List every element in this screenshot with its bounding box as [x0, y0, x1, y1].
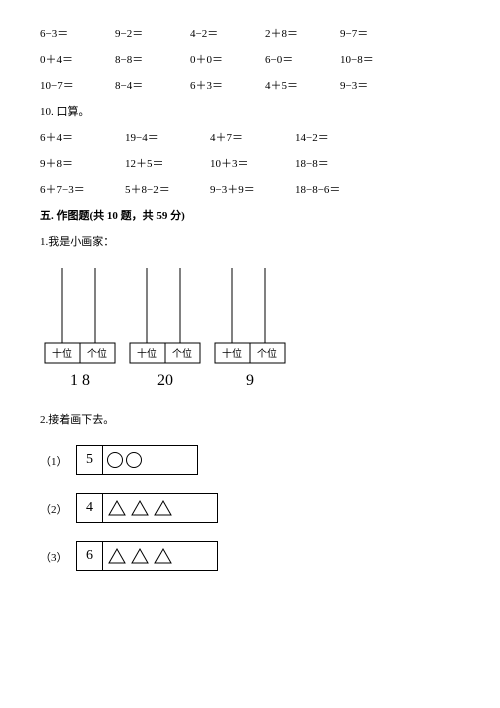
- pattern-label: （2）: [40, 493, 76, 517]
- eq-row: 9＋8＝ 12＋5＝ 10＋3＝ 18−8＝: [40, 155, 460, 171]
- equation-block-2: 6＋4＝ 19−4＝ 4＋7＝ 14−2＝ 9＋8＝ 12＋5＝ 10＋3＝ 1…: [40, 129, 460, 197]
- triangle-icon: [107, 547, 127, 565]
- triangle-icon: [153, 547, 173, 565]
- eq-cell: 6−3＝: [40, 25, 115, 41]
- eq-cell: 0＋4＝: [40, 51, 115, 67]
- eq-cell: 9−2＝: [115, 25, 190, 41]
- eq-cell: 14−2＝: [295, 129, 380, 145]
- question-1-title: 1.我是小画家：: [40, 233, 460, 249]
- pattern-label: （3）: [40, 541, 76, 565]
- eq-row: 6＋4＝ 19−4＝ 4＋7＝ 14−2＝: [40, 129, 460, 145]
- place-label: 个位: [87, 347, 107, 360]
- eq-cell: 18−8−6＝: [295, 181, 380, 197]
- eq-cell: 9−3＋9＝: [210, 181, 295, 197]
- eq-cell: 5＋8−2＝: [125, 181, 210, 197]
- painter-svg: 十位 个位 十位 个位 十位 个位 1 8 20 9: [40, 263, 340, 393]
- place-label: 十位: [222, 347, 242, 360]
- pattern-number: 6: [77, 542, 103, 570]
- place-label: 十位: [52, 347, 72, 360]
- pattern-number: 5: [77, 446, 103, 474]
- triangle-icon: [153, 499, 173, 517]
- equation-block-1: 6−3＝ 9−2＝ 4−2＝ 2＋8＝ 9−7＝ 0＋4＝ 8−8＝ 0＋0＝ …: [40, 25, 460, 93]
- circle-icon: [107, 452, 123, 468]
- eq-cell: 9−7＝: [340, 25, 415, 41]
- question-2-title: 2.接着画下去。: [40, 411, 460, 427]
- line-10: 10. 口算。: [40, 103, 460, 119]
- painter-number: 1 8: [70, 372, 90, 389]
- triangle-icon: [107, 499, 127, 517]
- eq-row: 0＋4＝ 8−8＝ 0＋0＝ 6−0＝ 10−8＝: [40, 51, 460, 67]
- eq-row: 6＋7−3＝ 5＋8−2＝ 9−3＋9＝ 18−8−6＝: [40, 181, 460, 197]
- pattern-box: 6: [76, 541, 218, 571]
- pattern-list: （1）5（2）4（3）6: [40, 445, 460, 571]
- eq-cell: 19−4＝: [125, 129, 210, 145]
- eq-cell: 6−0＝: [265, 51, 340, 67]
- section-5-title: 五. 作图题(共 10 题，共 59 分): [40, 207, 460, 223]
- eq-cell: 8−8＝: [115, 51, 190, 67]
- eq-cell: 4＋5＝: [265, 77, 340, 93]
- eq-cell: 2＋8＝: [265, 25, 340, 41]
- eq-cell: 10−7＝: [40, 77, 115, 93]
- eq-row: 10−7＝ 8−4＝ 6＋3＝ 4＋5＝ 9−3＝: [40, 77, 460, 93]
- eq-cell: 6＋7−3＝: [40, 181, 125, 197]
- place-label: 十位: [137, 347, 157, 360]
- eq-cell: 6＋3＝: [190, 77, 265, 93]
- pattern-shapes: [103, 542, 217, 570]
- eq-cell: 12＋5＝: [125, 155, 210, 171]
- pattern-item: （2）4: [40, 493, 460, 523]
- painter-number: 9: [246, 372, 254, 389]
- eq-cell: 6＋4＝: [40, 129, 125, 145]
- pattern-number: 4: [77, 494, 103, 522]
- eq-row: 6−3＝ 9−2＝ 4−2＝ 2＋8＝ 9−7＝: [40, 25, 460, 41]
- eq-cell: 4＋7＝: [210, 129, 295, 145]
- triangle-icon: [130, 547, 150, 565]
- pattern-item: （3）6: [40, 541, 460, 571]
- eq-cell: 4−2＝: [190, 25, 265, 41]
- painter-diagram: 十位 个位 十位 个位 十位 个位 1 8 20 9: [40, 263, 460, 393]
- eq-cell: 18−8＝: [295, 155, 380, 171]
- eq-cell: 9−3＝: [340, 77, 415, 93]
- eq-cell: 10＋3＝: [210, 155, 295, 171]
- eq-cell: 9＋8＝: [40, 155, 125, 171]
- pattern-shapes: [103, 494, 217, 522]
- place-label: 个位: [172, 347, 192, 360]
- pattern-box: 4: [76, 493, 218, 523]
- eq-cell: 8−4＝: [115, 77, 190, 93]
- triangle-icon: [130, 499, 150, 517]
- pattern-box: 5: [76, 445, 198, 475]
- pattern-shapes: [103, 446, 197, 474]
- circle-icon: [126, 452, 142, 468]
- pattern-item: （1）5: [40, 445, 460, 475]
- pattern-label: （1）: [40, 445, 76, 469]
- place-label: 个位: [257, 347, 277, 360]
- eq-cell: 10−8＝: [340, 51, 415, 67]
- painter-number: 20: [157, 372, 173, 389]
- eq-cell: 0＋0＝: [190, 51, 265, 67]
